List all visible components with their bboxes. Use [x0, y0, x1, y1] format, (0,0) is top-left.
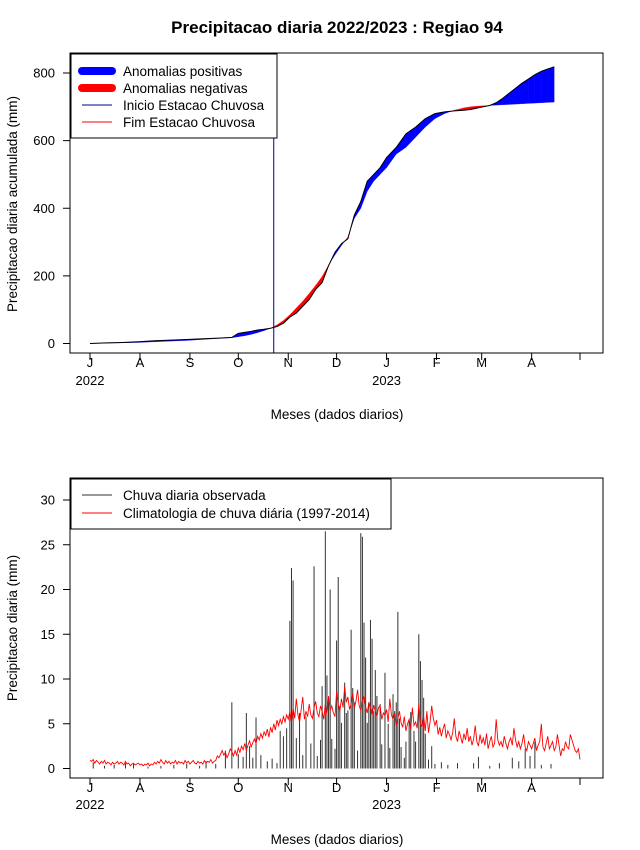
x-tick-label: A: [527, 780, 536, 795]
x-tick-label: M: [476, 780, 487, 795]
y-tick-label: 0: [48, 336, 55, 351]
y-tick-label: 600: [33, 133, 55, 148]
y-tick-label: 30: [41, 493, 55, 508]
legend-bottom: Chuva diaria observada Climatologia de c…: [70, 478, 392, 530]
x-tick-label: D: [332, 780, 341, 795]
x-tick-label: N: [284, 780, 293, 795]
chart-title: Precipitacao diaria 2022/2023 : Regiao 9…: [171, 18, 503, 37]
x-axis-label-bottom: Meses (dados diarios): [271, 832, 404, 847]
observed-daily-bars: [92, 531, 552, 769]
y-tick-label: 800: [33, 66, 55, 81]
legend-label-negative: Anomalias negativas: [123, 81, 248, 96]
x-axis-bottom: J A S O N D J F M A 2022 2023: [76, 778, 581, 812]
x-tick-label: A: [136, 355, 145, 370]
observed-cumulative-line: [89, 66, 555, 344]
x-axis-top: J A S O N D J F M A 2022 2023: [76, 353, 581, 388]
y-tick-label: 0: [48, 761, 55, 776]
x-tick-label: A: [527, 355, 536, 370]
y-axis-bottom: 0 5 10 15 20 25 30: [41, 493, 70, 776]
x-tick-label: O: [233, 780, 243, 795]
positive-anomaly-area: [534, 71, 542, 104]
year-label: 2022: [76, 797, 105, 812]
y-tick-label: 5: [48, 716, 55, 731]
x-tick-label: J: [383, 355, 390, 370]
y-axis-label-top: Precipitacao diaria acumulada (mm): [5, 96, 20, 312]
legend-top: Anomalias positivas Anomalias negativas …: [70, 53, 278, 139]
y-tick-label: 25: [41, 537, 55, 552]
year-label: 2023: [372, 797, 401, 812]
y-tick-label: 10: [41, 672, 55, 687]
year-label: 2023: [372, 373, 401, 388]
panel-cumulative: Precipitacao diaria 2022/2023 : Regiao 9…: [5, 18, 604, 422]
x-tick-label: F: [433, 355, 441, 370]
legend-label-end: Fim Estacao Chuvosa: [123, 115, 256, 130]
y-tick-label: 200: [33, 268, 55, 283]
legend-label-observed: Chuva diaria observada: [123, 488, 266, 503]
y-axis-top: 0 200 400 600 800: [33, 66, 70, 351]
positive-anomaly-area: [547, 66, 555, 103]
legend-label-start: Inicio Estacao Chuvosa: [123, 98, 265, 113]
x-tick-label: J: [87, 355, 94, 370]
x-tick-label: S: [186, 780, 195, 795]
positive-anomaly-area: [541, 68, 548, 103]
y-tick-label: 400: [33, 201, 55, 216]
x-tick-label: J: [383, 780, 390, 795]
year-label: 2022: [76, 373, 105, 388]
legend-label-climatology: Climatologia de chuva diária (1997-2014): [123, 506, 370, 521]
climatology-line: [89, 686, 581, 767]
x-tick-label: J: [87, 780, 94, 795]
panel-daily: 0 5 10 15 20 25 30 J A S O N D J F M A 2022 2023 Meses (d…: [5, 477, 604, 847]
legend-label-positive: Anomalias positivas: [123, 64, 243, 79]
x-tick-label: M: [476, 355, 487, 370]
x-tick-label: O: [233, 355, 243, 370]
y-axis-label-bottom: Precipitacao diaria (mm): [5, 555, 20, 701]
legend-box: [70, 478, 392, 530]
x-tick-label: D: [332, 355, 341, 370]
y-tick-label: 15: [41, 627, 55, 642]
y-tick-label: 20: [41, 582, 55, 597]
x-tick-label: A: [136, 780, 145, 795]
x-tick-label: F: [433, 780, 441, 795]
x-axis-label-top: Meses (dados diarios): [271, 407, 404, 422]
x-tick-label: N: [284, 355, 293, 370]
x-tick-label: S: [186, 355, 195, 370]
